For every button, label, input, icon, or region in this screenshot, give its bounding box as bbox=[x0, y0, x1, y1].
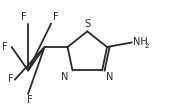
Text: N: N bbox=[61, 72, 68, 82]
Text: 2: 2 bbox=[145, 43, 149, 49]
Text: F: F bbox=[2, 42, 8, 52]
Text: NH: NH bbox=[133, 37, 148, 47]
Text: F: F bbox=[53, 12, 58, 22]
Text: F: F bbox=[21, 12, 27, 22]
Text: S: S bbox=[84, 19, 90, 29]
Text: F: F bbox=[8, 74, 13, 84]
Text: N: N bbox=[106, 72, 114, 82]
Text: F: F bbox=[27, 95, 32, 105]
